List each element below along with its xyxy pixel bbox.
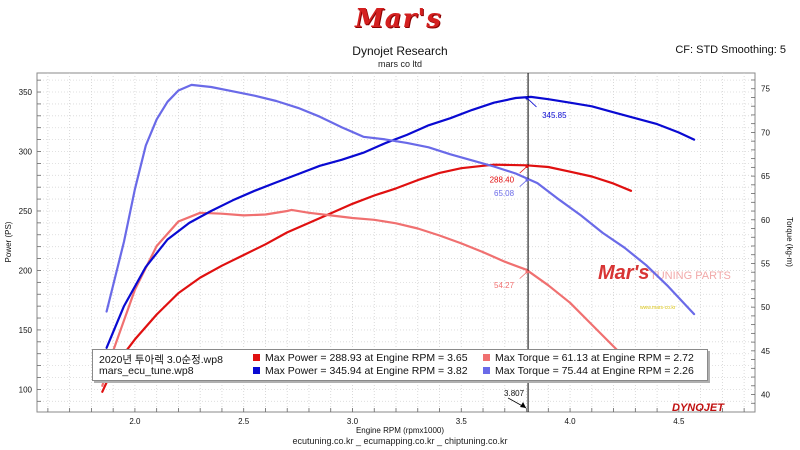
power-tuned-cursor-marker [525, 96, 529, 100]
y-left-tick-label: 300 [19, 148, 33, 157]
torque-stock-line [101, 208, 633, 387]
power-tuned-cursor-pointer [526, 97, 537, 108]
x-tick-label: 4.5 [673, 417, 685, 426]
legend-swatch-power-tuned [253, 367, 260, 374]
legend-label-power-tuned: Max Power = 345.94 at Engine RPM = 3.82 [265, 365, 468, 377]
chart-title: Dynojet Research [352, 44, 448, 58]
torque-tuned-cursor-value: 65.08 [494, 189, 515, 198]
watermark-url: www.mars-co.kr [640, 305, 676, 311]
rpm-cursor-arrowhead [520, 402, 527, 408]
y-right-tick-label: 70 [761, 128, 770, 137]
y-right-tick-label: 60 [761, 216, 770, 225]
y-left-tick-label: 250 [19, 207, 33, 216]
power-stock-cursor-marker [525, 164, 529, 169]
power-stock-cursor-pointer [519, 166, 528, 174]
y-axis-label-left: Power (PS) [4, 221, 13, 262]
y-left-tick-label: 350 [19, 88, 33, 97]
y-left-tick-label: 200 [19, 266, 33, 275]
power-stock-line [101, 163, 633, 393]
y-right-tick-label: 45 [761, 347, 770, 356]
legend-item-torque-stock: Max Torque = 61.13 at Engine RPM = 2.72 [483, 352, 694, 364]
y-right-tick-label: 40 [761, 391, 770, 400]
legend-swatch-power-stock [253, 354, 260, 361]
y-right-tick-label: 75 [761, 85, 770, 94]
y-right-tick-label: 55 [761, 259, 770, 268]
y-left-tick-labels: 100 150 200 250 300 350 [19, 88, 33, 394]
x-axis-label: Engine RPM (rpmx1000) [356, 426, 444, 435]
tuning-parts-watermark: Mar's TUNING PARTS www.mars-co.kr [598, 262, 731, 311]
torque-stock-cursor-value: 54.27 [494, 281, 515, 290]
x-tick-label: 2.5 [238, 417, 250, 426]
y-right-tick-labels: 40 45 50 55 60 65 70 75 [761, 85, 770, 400]
power-tuned-cursor-value: 345.85 [542, 111, 567, 120]
x-tick-label: 3.0 [347, 417, 359, 426]
legend-item-power-tuned: Max Power = 345.94 at Engine RPM = 3.82 [253, 365, 468, 377]
legend-label-torque-tuned: Max Torque = 75.44 at Engine RPM = 2.26 [495, 365, 694, 377]
series-layer [101, 83, 696, 393]
x-tick-label: 4.0 [564, 417, 576, 426]
y-left-tick-label: 150 [19, 326, 33, 335]
rpm-cursor-value: 3.807 [504, 389, 525, 398]
y-gridlines [37, 79, 755, 404]
brand-logo: Mar's [355, 4, 442, 34]
legend-swatch-torque-stock [483, 354, 490, 361]
watermark-text: TUNING PARTS [650, 270, 731, 282]
footer-links: ecutuning.co.kr _ ecumapping.co.kr _ chi… [292, 436, 508, 446]
dynojet-logo: DYNOJET [672, 402, 725, 414]
y-right-tick-label: 65 [761, 172, 770, 181]
torque-stock-cursor-pointer [519, 271, 528, 279]
legend-swatch-torque-tuned [483, 367, 490, 374]
torque-tuned-cursor-pointer [519, 179, 528, 187]
legend-label-power-stock: Max Power = 288.93 at Engine RPM = 3.65 [265, 352, 468, 364]
x-tick-label: 3.5 [456, 417, 468, 426]
correction-factor-label: CF: STD Smoothing: 5 [675, 44, 786, 56]
legend-box: 2020년 투아렉 3.0순정.wp8 Max Power = 288.93 a… [92, 349, 708, 381]
legend-file-tuned: mars_ecu_tune.wp8 [99, 365, 194, 377]
y-left-tick-label: 100 [19, 385, 33, 394]
legend-item-power-stock: Max Power = 288.93 at Engine RPM = 3.65 [253, 352, 468, 364]
power-stock-cursor-value: 288.40 [490, 175, 515, 184]
power-tuned-line [105, 95, 696, 349]
torque-tuned-line [105, 83, 696, 316]
torque-tuned-cursor-marker [525, 178, 529, 182]
dynojet-logo-text: DYNOJET [672, 402, 725, 414]
legend-label-torque-stock: Max Torque = 61.13 at Engine RPM = 2.72 [495, 352, 694, 364]
y-axis-label-right: Torque (kg-m) [785, 217, 794, 267]
x-tick-label: 2.0 [129, 417, 141, 426]
torque-stock-cursor-marker [525, 270, 529, 274]
watermark-logo: Mar's [598, 262, 649, 284]
chart-subtitle: mars co ltd [377, 59, 422, 69]
legend-file-stock: 2020년 투아렉 3.0순정.wp8 [99, 354, 223, 366]
x-tick-labels: 2.0 2.5 3.0 3.5 4.0 4.5 [129, 417, 685, 426]
legend-item-torque-tuned: Max Torque = 75.44 at Engine RPM = 2.26 [483, 365, 694, 377]
y-right-tick-label: 50 [761, 303, 770, 312]
